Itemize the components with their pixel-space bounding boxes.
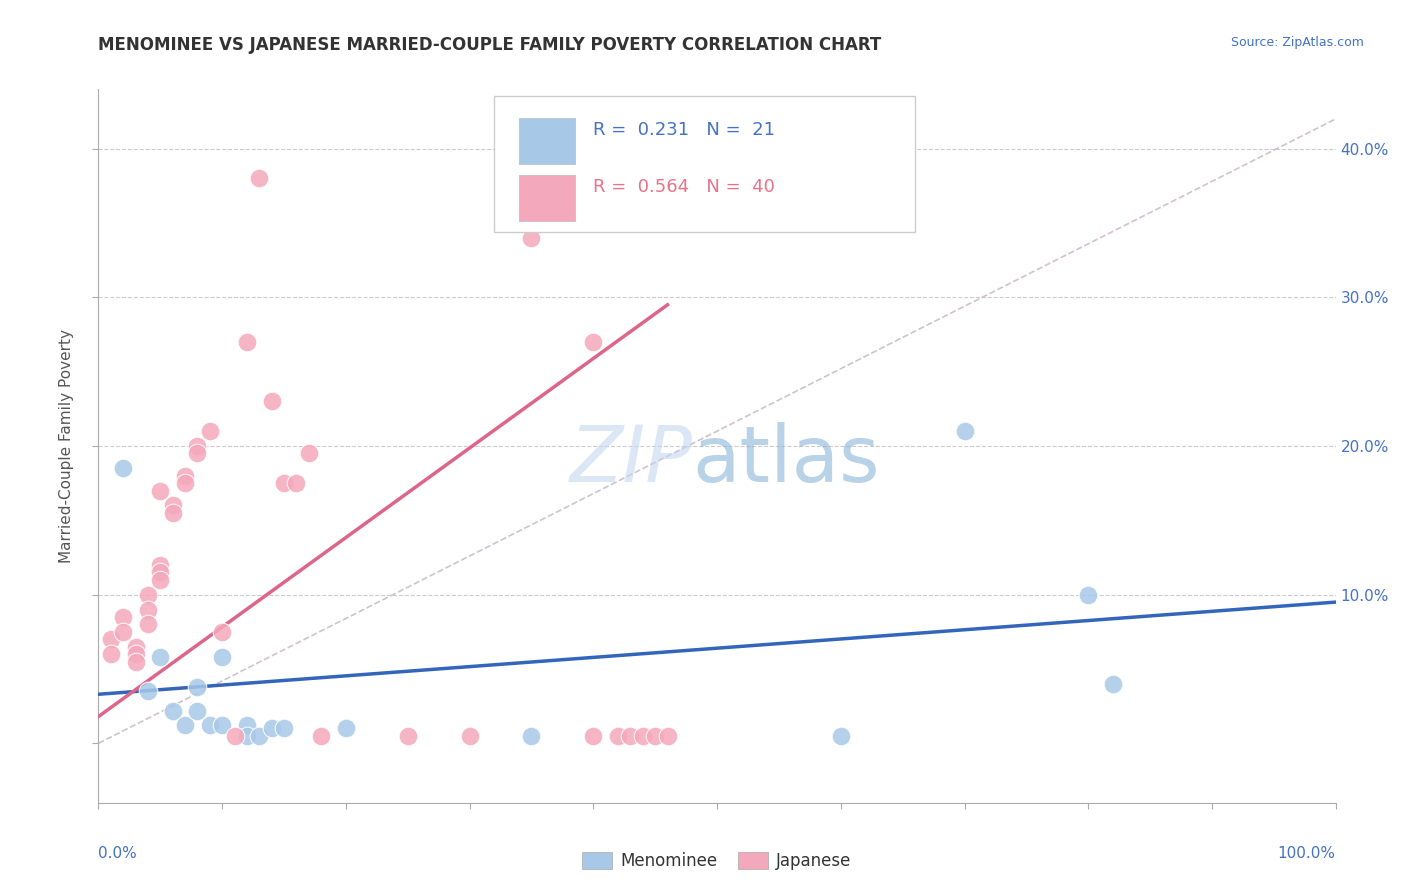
Text: atlas: atlas [692, 422, 880, 499]
Point [149, 650, 172, 665]
Point [100, 647, 122, 661]
Point [186, 680, 208, 694]
Point [309, 729, 332, 743]
Point [174, 718, 197, 732]
Point [100, 632, 122, 647]
Point [162, 499, 184, 513]
Point [273, 722, 295, 736]
Point [657, 729, 679, 743]
Point [162, 704, 184, 718]
Point [520, 231, 543, 245]
Point [112, 461, 135, 475]
Point [211, 650, 233, 665]
Point [1102, 677, 1125, 691]
Point [124, 640, 146, 654]
FancyBboxPatch shape [519, 175, 575, 221]
Point [396, 729, 419, 743]
Point [273, 476, 295, 491]
Point [136, 588, 159, 602]
Text: ZIP: ZIP [569, 422, 692, 499]
Point [953, 424, 976, 438]
Point [211, 624, 233, 639]
Point [149, 573, 172, 587]
Point [260, 722, 283, 736]
Point [619, 729, 641, 743]
Point [224, 729, 246, 743]
Point [1077, 588, 1099, 602]
Text: MENOMINEE VS JAPANESE MARRIED-COUPLE FAMILY POVERTY CORRELATION CHART: MENOMINEE VS JAPANESE MARRIED-COUPLE FAM… [98, 36, 882, 54]
Text: Source: ZipAtlas.com: Source: ZipAtlas.com [1230, 36, 1364, 49]
Point [298, 446, 321, 460]
Point [149, 483, 172, 498]
Point [607, 729, 630, 743]
Point [136, 617, 159, 632]
FancyBboxPatch shape [495, 96, 915, 232]
Point [186, 704, 208, 718]
Legend: Menominee, Japanese: Menominee, Japanese [576, 845, 858, 877]
FancyBboxPatch shape [519, 118, 575, 164]
Point [830, 729, 852, 743]
Point [149, 558, 172, 572]
Point [236, 718, 259, 732]
Point [186, 439, 208, 453]
Text: 100.0%: 100.0% [1278, 846, 1336, 861]
Point [285, 476, 308, 491]
Point [198, 424, 221, 438]
Point [582, 334, 605, 349]
Point [260, 394, 283, 409]
Text: 0.0%: 0.0% [98, 846, 138, 861]
Point [631, 729, 654, 743]
Point [162, 506, 184, 520]
Point [582, 729, 605, 743]
Point [335, 722, 357, 736]
Point [174, 476, 197, 491]
Point [644, 729, 666, 743]
Point [174, 468, 197, 483]
Text: R =  0.231   N =  21: R = 0.231 N = 21 [593, 121, 775, 139]
Point [136, 602, 159, 616]
Point [112, 624, 135, 639]
Point [236, 334, 259, 349]
Point [124, 647, 146, 661]
Point [236, 729, 259, 743]
Point [247, 171, 270, 186]
Point [149, 566, 172, 580]
Point [198, 718, 221, 732]
Point [520, 729, 543, 743]
Point [186, 446, 208, 460]
Y-axis label: Married-Couple Family Poverty: Married-Couple Family Poverty [59, 329, 75, 563]
Point [211, 718, 233, 732]
Point [124, 655, 146, 669]
Point [247, 729, 270, 743]
Point [136, 684, 159, 698]
Point [458, 729, 481, 743]
Point [112, 610, 135, 624]
Text: R =  0.564   N =  40: R = 0.564 N = 40 [593, 178, 775, 196]
